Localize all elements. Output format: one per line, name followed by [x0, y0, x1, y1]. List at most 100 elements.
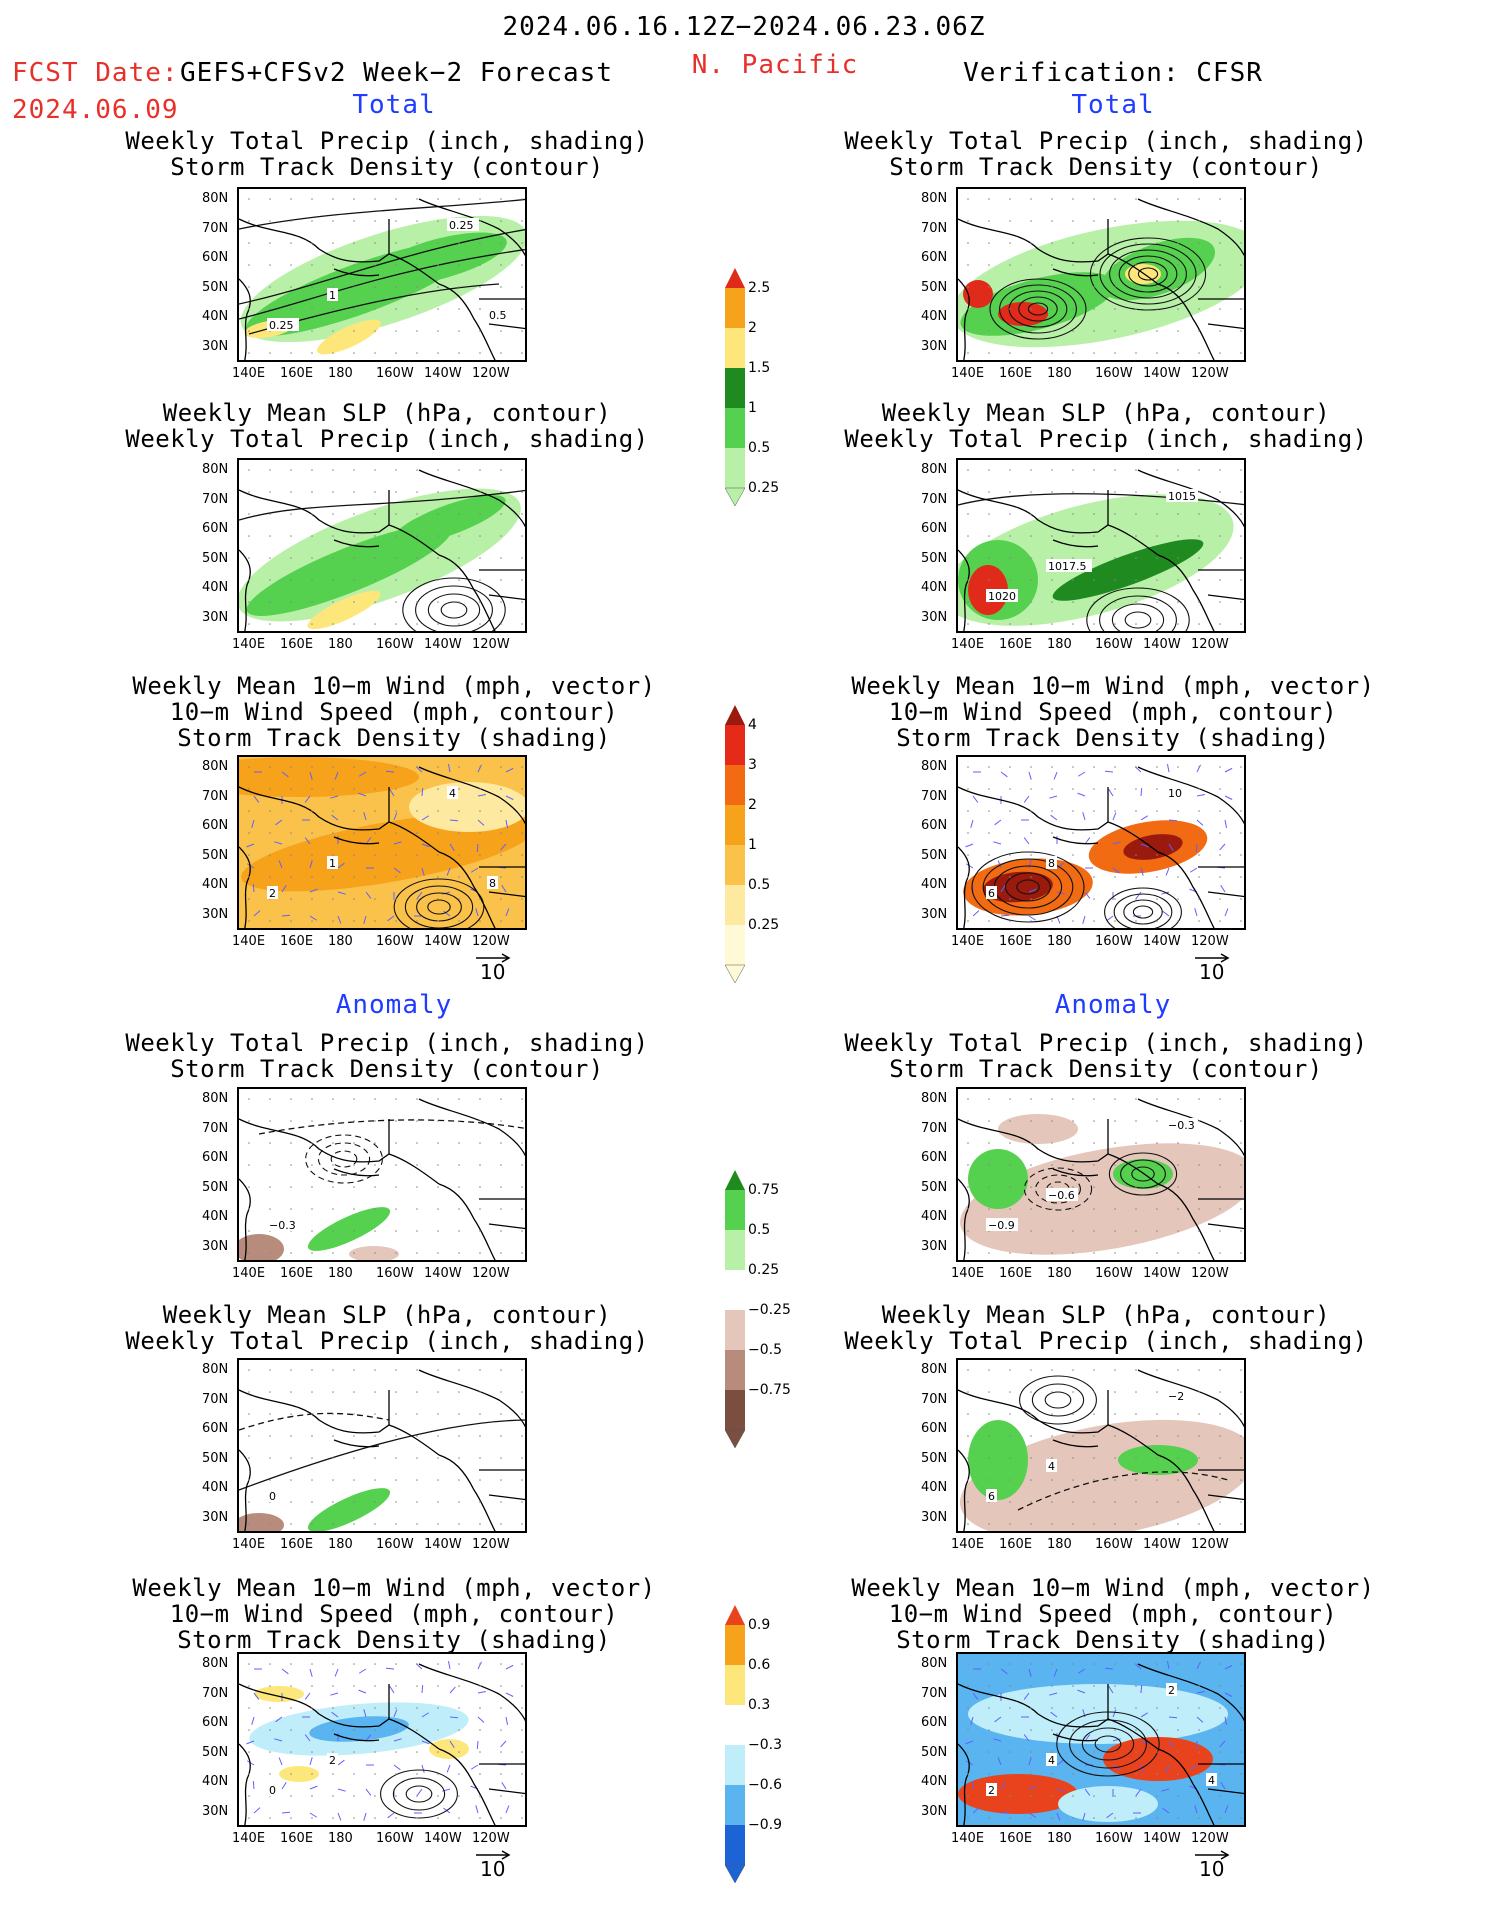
grid-dot	[1177, 1435, 1179, 1437]
lat-tick-label: 30N	[921, 1803, 948, 1819]
contour-line	[239, 218, 440, 285]
title-line: Storm Track Density (contour)	[889, 1055, 1323, 1083]
grid-dot	[311, 1413, 313, 1415]
colorbar-segment	[725, 1864, 745, 1884]
grid-dot	[458, 1501, 460, 1503]
grid-dot	[332, 623, 334, 625]
wind-vector	[304, 837, 311, 845]
grid-dot	[1219, 308, 1221, 310]
lat-tick-label: 60N	[921, 250, 948, 265]
grid-dot	[374, 469, 376, 471]
colorbar-precip_total	[725, 268, 745, 507]
grid-dot	[1093, 898, 1095, 900]
grid-dot	[967, 513, 969, 515]
grid-dot	[374, 898, 376, 900]
grid-dot	[290, 286, 292, 288]
grid-dot	[458, 535, 460, 537]
grid-dot	[1009, 491, 1011, 493]
grid-dot	[1219, 1479, 1221, 1481]
grid-dot	[1156, 1120, 1158, 1122]
grid-dot	[479, 264, 481, 266]
grid-dot	[374, 920, 376, 922]
contour-ring	[1137, 267, 1159, 281]
grid-dot	[1219, 766, 1221, 768]
grid-dot	[290, 920, 292, 922]
grid-dot	[1114, 1391, 1116, 1393]
grid-dot	[332, 1479, 334, 1481]
grid-dot	[332, 601, 334, 603]
grid-dot	[416, 1186, 418, 1188]
grid-dot	[1177, 1773, 1179, 1775]
grid-dot	[988, 286, 990, 288]
grid-dot	[332, 1435, 334, 1437]
contour-line	[958, 786, 1159, 853]
grid-dot	[437, 601, 439, 603]
grid-dot	[416, 242, 418, 244]
grid-dot	[521, 1685, 523, 1687]
grid-dot	[1114, 1817, 1116, 1819]
svg-text:8: 8	[489, 877, 496, 890]
grid-dot	[988, 1773, 990, 1775]
grid-dot	[395, 1252, 397, 1254]
grid-dot	[1114, 1501, 1116, 1503]
grid-dot	[479, 535, 481, 537]
grid-dot	[416, 1142, 418, 1144]
colorbar-segment	[725, 268, 745, 288]
grid-dot	[1093, 1457, 1095, 1459]
grid-dot	[1030, 832, 1032, 834]
grid-dot	[988, 623, 990, 625]
grid-dot	[1156, 1252, 1158, 1254]
grid-dot	[290, 1435, 292, 1437]
grid-dot	[1093, 1435, 1095, 1437]
wind-vector	[1000, 1781, 1006, 1790]
grid-dot	[1240, 308, 1242, 310]
grid-dot	[521, 220, 523, 222]
wind-vector	[1112, 841, 1121, 845]
contour-ring	[1086, 587, 1190, 631]
grid-dot	[1240, 1457, 1242, 1459]
contour-ring	[971, 851, 1085, 923]
lon-tick-label: 160E	[999, 1831, 1033, 1846]
grid-dot	[1009, 469, 1011, 471]
title-line: Storm Track Density (contour)	[170, 1055, 604, 1083]
wind-vector	[1082, 1812, 1086, 1821]
lat-tick-label: 60N	[921, 818, 948, 833]
colorbar-label: 2.5	[748, 280, 771, 296]
grid-dot	[1219, 469, 1221, 471]
grid-dot	[1177, 876, 1179, 878]
contour-line	[958, 1743, 970, 1825]
wind-vector	[1140, 1740, 1149, 1745]
grid-dot	[1219, 1230, 1221, 1232]
grid-dot	[1072, 920, 1074, 922]
grid-dot	[353, 1457, 355, 1459]
grid-dot	[374, 1663, 376, 1665]
grid-dot	[1072, 491, 1074, 493]
lat-tick-label: 40N	[202, 1480, 229, 1495]
grid-dot	[248, 898, 250, 900]
grid-dot	[521, 513, 523, 515]
grid-dot	[500, 242, 502, 244]
wind-vector	[1166, 1661, 1170, 1670]
wind-vector	[251, 819, 255, 828]
grid-dot	[458, 242, 460, 244]
wind-vector	[449, 1740, 455, 1749]
wind-vector	[1084, 837, 1091, 845]
grid-dot	[1177, 1230, 1179, 1232]
wind-vector	[1053, 771, 1058, 780]
panel-title-ver-slp-total: Weekly Mean SLP (hPa, contour) Weekly To…	[844, 400, 1367, 452]
grid-dot	[353, 1120, 355, 1122]
contour-ring	[1089, 237, 1207, 311]
grid-dot	[290, 832, 292, 834]
grid-dot	[1198, 832, 1200, 834]
grid-dot	[416, 1729, 418, 1731]
grid-dot	[1156, 854, 1158, 856]
grid-dot	[437, 1729, 439, 1731]
grid-dot	[1030, 1685, 1032, 1687]
colorbar-label: 1	[748, 837, 757, 853]
grid-dot	[967, 1663, 969, 1665]
grid-dot	[290, 1685, 292, 1687]
storm-shade	[968, 1684, 1228, 1744]
grid-dot	[988, 242, 990, 244]
grid-dot	[1135, 264, 1137, 266]
lon-tick-label: 160W	[1095, 1537, 1133, 1552]
